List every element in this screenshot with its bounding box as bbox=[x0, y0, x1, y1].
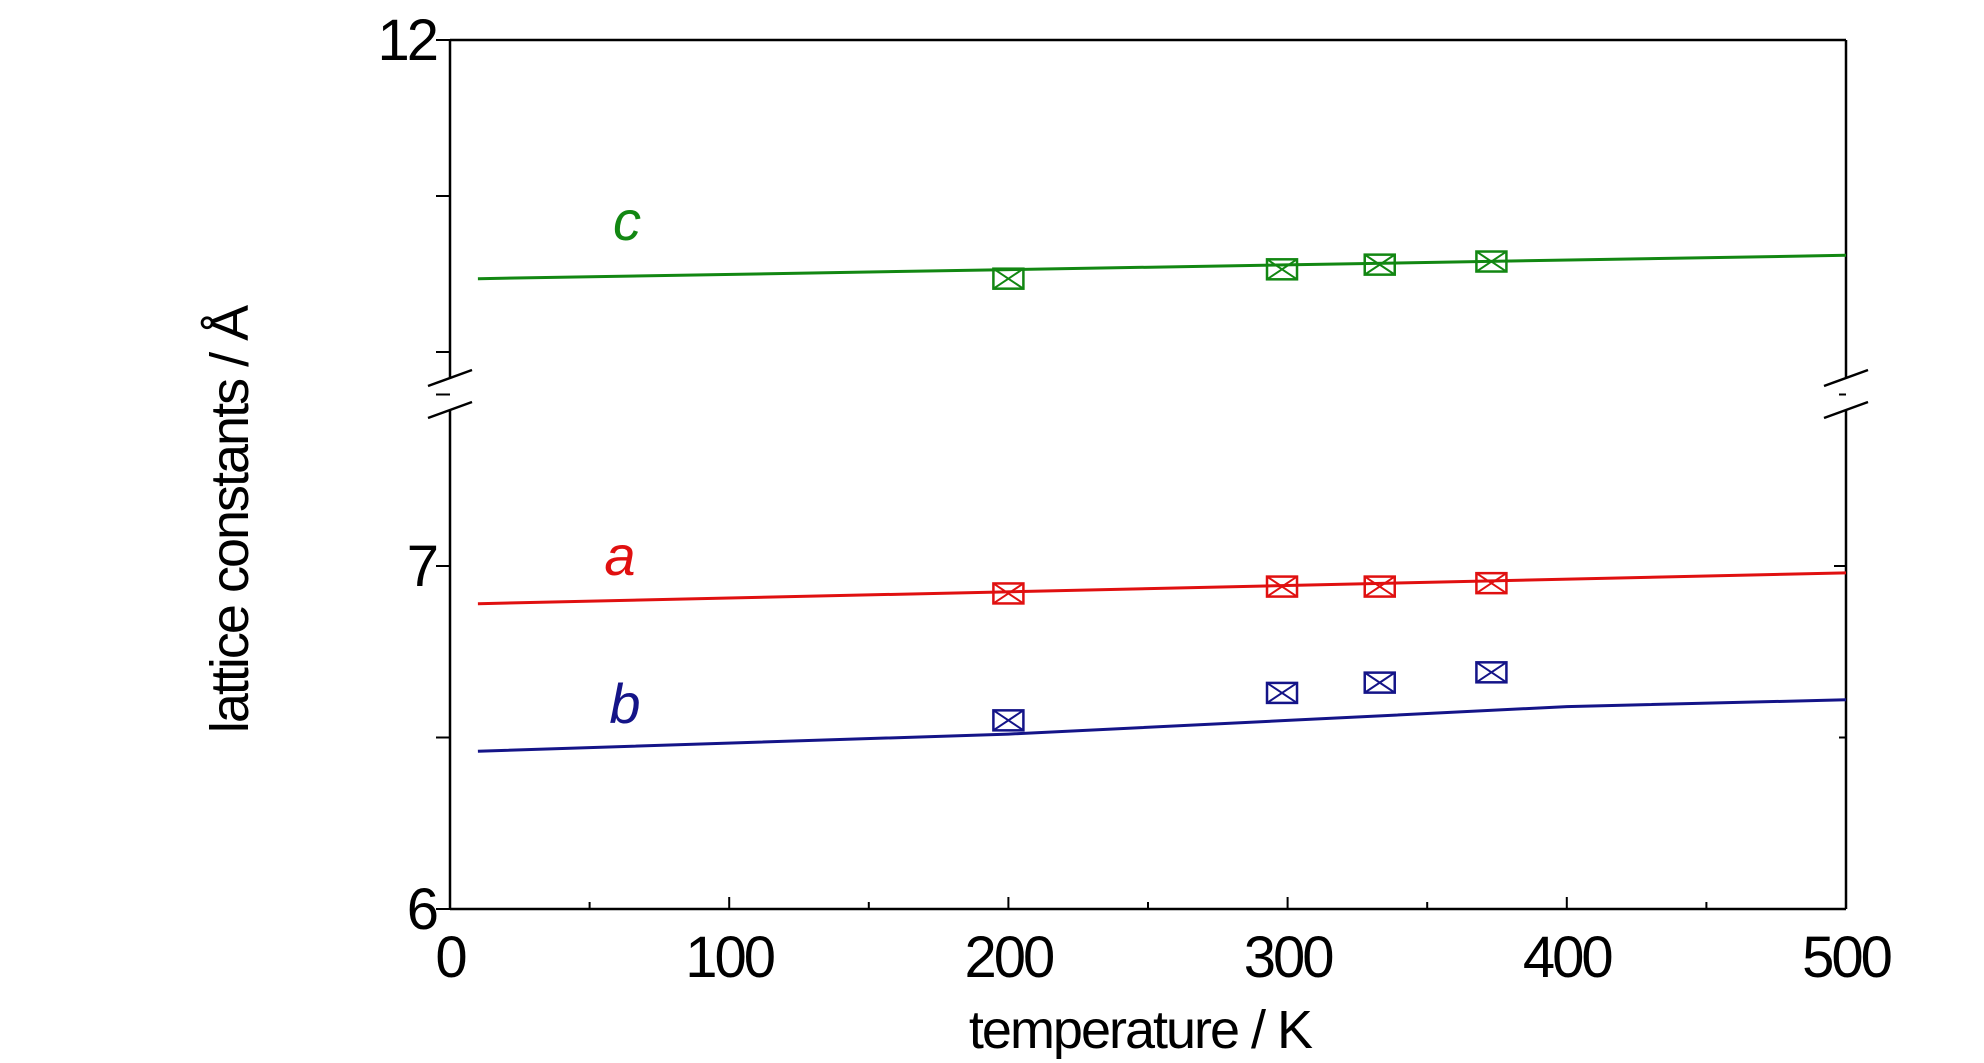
marker-cross bbox=[1475, 250, 1507, 273]
marker-cross bbox=[992, 267, 1024, 290]
data-point-b bbox=[1475, 661, 1508, 684]
data-point-c bbox=[1363, 253, 1396, 276]
series-labels: c a b bbox=[604, 189, 641, 735]
series-label-c: c bbox=[613, 189, 641, 252]
fit-lines bbox=[477, 253, 1847, 753]
right-break-mark-upper bbox=[1823, 368, 1869, 388]
x-axis-title: temperature / K bbox=[969, 1000, 1313, 1060]
series-label-b: b bbox=[609, 672, 640, 735]
marker-cross bbox=[1266, 575, 1298, 598]
marker-box bbox=[1475, 571, 1508, 595]
plot-frame bbox=[427, 38, 1869, 911]
x-tick-label: 500 bbox=[1802, 925, 1891, 990]
marker-cross bbox=[1475, 572, 1507, 594]
marker-cross bbox=[1266, 682, 1298, 704]
left-break-mark-lower bbox=[427, 400, 473, 420]
fit-line-c bbox=[477, 253, 1847, 281]
x-tick-label: 100 bbox=[685, 925, 774, 990]
data-point-a bbox=[1363, 575, 1396, 598]
marker-box bbox=[992, 709, 1025, 732]
marker-cross bbox=[992, 582, 1024, 605]
fit-line-a bbox=[477, 571, 1847, 606]
data-point-b bbox=[992, 709, 1025, 732]
y-tick-label: 6 bbox=[407, 877, 437, 942]
marker-cross bbox=[1364, 671, 1396, 694]
marker-box bbox=[1265, 681, 1299, 705]
y-axis-title: lattice constants / Å bbox=[200, 305, 260, 733]
axis-ticks: 0 100 200 300 400 500 6 7 12 bbox=[377, 8, 1893, 990]
data-point-b bbox=[1363, 671, 1396, 694]
right-break-mark-lower bbox=[1823, 400, 1869, 420]
marker-box bbox=[1363, 253, 1396, 276]
data-point-a bbox=[992, 582, 1025, 605]
data-point-c bbox=[992, 267, 1025, 290]
data-point-a bbox=[1265, 575, 1299, 598]
marker-box bbox=[1475, 250, 1508, 273]
data-point-b bbox=[1265, 681, 1299, 705]
marker-box bbox=[992, 582, 1025, 605]
marker-cross bbox=[992, 709, 1024, 732]
series-label-a: a bbox=[604, 524, 635, 587]
fit-line-b bbox=[477, 698, 1847, 753]
y-tick-label: 12 bbox=[377, 8, 436, 73]
x-tick-label: 0 bbox=[435, 925, 465, 990]
x-tick-label: 300 bbox=[1244, 925, 1333, 990]
marker-box bbox=[1265, 575, 1299, 598]
marker-cross bbox=[1364, 575, 1396, 598]
x-tick-label: 400 bbox=[1523, 925, 1612, 990]
left-break-mark-upper bbox=[427, 368, 473, 388]
marker-box bbox=[992, 267, 1025, 290]
marker-box bbox=[1363, 575, 1396, 598]
marker-cross bbox=[1475, 661, 1507, 684]
marker-cross bbox=[1364, 253, 1396, 276]
data-points bbox=[992, 250, 1508, 732]
data-point-c bbox=[1475, 250, 1508, 273]
marker-box bbox=[1475, 661, 1508, 684]
data-point-c bbox=[1265, 258, 1299, 281]
y-tick-label: 7 bbox=[407, 534, 437, 599]
x-tick-label: 200 bbox=[965, 925, 1054, 990]
marker-cross bbox=[1266, 258, 1298, 281]
marker-box bbox=[1363, 671, 1396, 694]
marker-box bbox=[1265, 258, 1299, 281]
data-point-a bbox=[1475, 571, 1508, 595]
